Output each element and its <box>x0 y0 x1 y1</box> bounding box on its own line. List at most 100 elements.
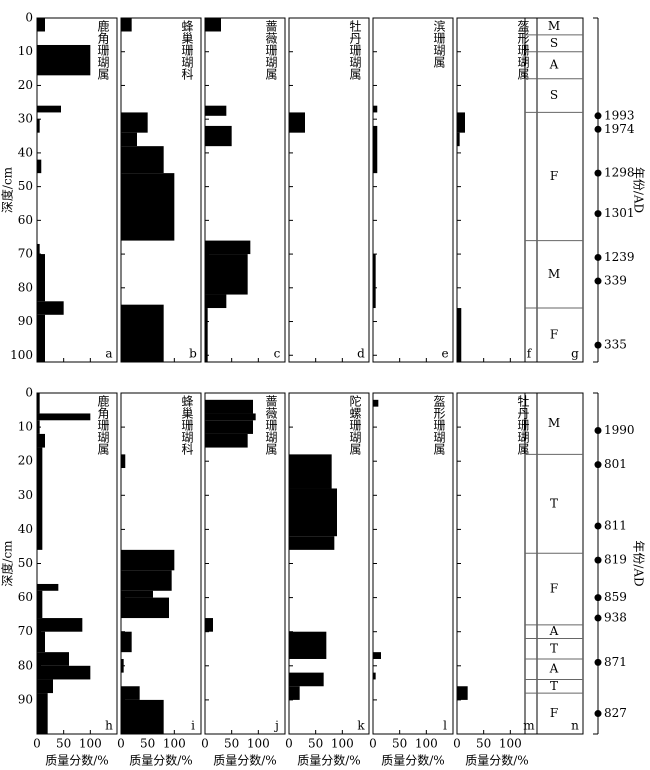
bar <box>373 399 379 407</box>
bar <box>457 132 460 147</box>
bar <box>289 631 327 659</box>
age-label: 819 <box>604 553 627 567</box>
bar <box>37 413 91 421</box>
x-tick-label: 100 <box>415 737 438 751</box>
x-tick-label: 50 <box>476 737 491 751</box>
x-axis-label: 质量分数/% <box>129 753 192 768</box>
y-tick-label: 30 <box>18 112 33 126</box>
bar <box>289 488 337 537</box>
facies-frame <box>524 392 584 735</box>
bar <box>37 243 40 255</box>
facies-label: S <box>550 36 558 50</box>
panel-frame <box>288 17 370 363</box>
x-axis-label: 质量分数/% <box>297 753 360 768</box>
panel-letter: d <box>357 347 365 361</box>
y-axis-label: 深度/cm <box>0 540 15 587</box>
bar <box>205 294 227 309</box>
age-point <box>594 594 602 602</box>
x-tick-label: 0 <box>453 737 461 751</box>
bar <box>121 597 169 619</box>
bar <box>205 105 227 116</box>
age-point <box>594 614 602 622</box>
genus-name: 蔷薇珊瑚属 <box>264 20 278 81</box>
y-tick-label: 70 <box>18 624 33 638</box>
genus-name: 陀螺珊瑚属 <box>348 394 362 456</box>
bar <box>121 590 153 598</box>
genus-name: 鹿角珊瑚属 <box>96 394 110 456</box>
bar <box>121 686 140 700</box>
panel-letter: h <box>105 719 113 733</box>
age-point <box>594 253 602 261</box>
x-axis-label: 质量分数/% <box>213 753 276 768</box>
age-point <box>594 710 602 718</box>
bar <box>37 119 40 133</box>
bar <box>37 447 43 550</box>
age-label: 938 <box>604 611 627 625</box>
y-tick-label: 40 <box>18 145 33 159</box>
genus-name: 盔形珊瑚属 <box>516 19 530 81</box>
facies-letter: g <box>571 347 579 361</box>
y-tick-label: 80 <box>18 658 33 672</box>
y-tick-label: 0 <box>25 386 33 400</box>
bar <box>37 314 45 362</box>
bar <box>37 618 83 632</box>
bar <box>37 665 91 680</box>
panel-frame <box>204 17 286 363</box>
x-tick-label: 100 <box>247 737 270 751</box>
x-axis-label: 质量分数/% <box>381 753 444 768</box>
panel-letter: b <box>189 347 197 361</box>
age-label: 1990 <box>604 423 635 437</box>
bar <box>289 672 324 687</box>
bar <box>37 420 40 434</box>
bar <box>205 308 208 362</box>
bar <box>121 699 164 734</box>
age-label: 811 <box>604 518 627 532</box>
x-tick-label: 0 <box>201 737 209 751</box>
bar <box>37 301 64 315</box>
facies-letter: n <box>571 719 579 733</box>
bar <box>289 454 332 489</box>
age-label: 1974 <box>604 122 635 136</box>
age-axis-label: 年份/AD <box>632 167 646 213</box>
bar <box>121 173 175 241</box>
bar <box>205 240 251 255</box>
y-tick-label: 90 <box>18 692 33 706</box>
bar <box>373 672 376 680</box>
genus-name: 盔形珊瑚属 <box>432 394 446 456</box>
y-tick-label: 10 <box>18 420 33 434</box>
age-point <box>594 341 602 349</box>
bar <box>205 399 253 414</box>
y-tick-label: 10 <box>18 44 33 58</box>
genus-name: 牡丹珊瑚属 <box>516 394 530 456</box>
bar <box>373 105 378 113</box>
bar <box>37 105 61 113</box>
bar <box>37 159 42 174</box>
age-label: 1239 <box>604 250 635 264</box>
bar <box>457 112 465 133</box>
genus-name: 蜂巢珊瑚科 <box>180 395 194 455</box>
y-tick-label: 30 <box>18 488 33 502</box>
age-label: 1298 <box>604 166 635 180</box>
facies-label: T <box>550 679 558 693</box>
bar <box>289 536 335 550</box>
bar <box>289 112 305 133</box>
x-tick-label: 0 <box>117 737 125 751</box>
age-label: 827 <box>604 706 627 720</box>
age-label: 339 <box>604 274 627 288</box>
y-tick-label: 50 <box>18 556 33 570</box>
facies-label: M <box>548 267 560 281</box>
x-tick-label: 50 <box>224 737 239 751</box>
bar <box>121 454 126 469</box>
panel-letter: j <box>273 719 279 733</box>
x-axis-label: 质量分数/% <box>465 753 528 768</box>
age-point <box>594 125 602 133</box>
x-tick-label: 100 <box>79 737 102 751</box>
bar <box>37 18 45 32</box>
genus-name: 蜂巢珊瑚科 <box>180 20 194 80</box>
bar <box>37 631 45 653</box>
facies-label: F <box>550 169 558 183</box>
bar <box>121 658 124 673</box>
bar <box>121 18 132 32</box>
x-tick-label: 100 <box>331 737 354 751</box>
